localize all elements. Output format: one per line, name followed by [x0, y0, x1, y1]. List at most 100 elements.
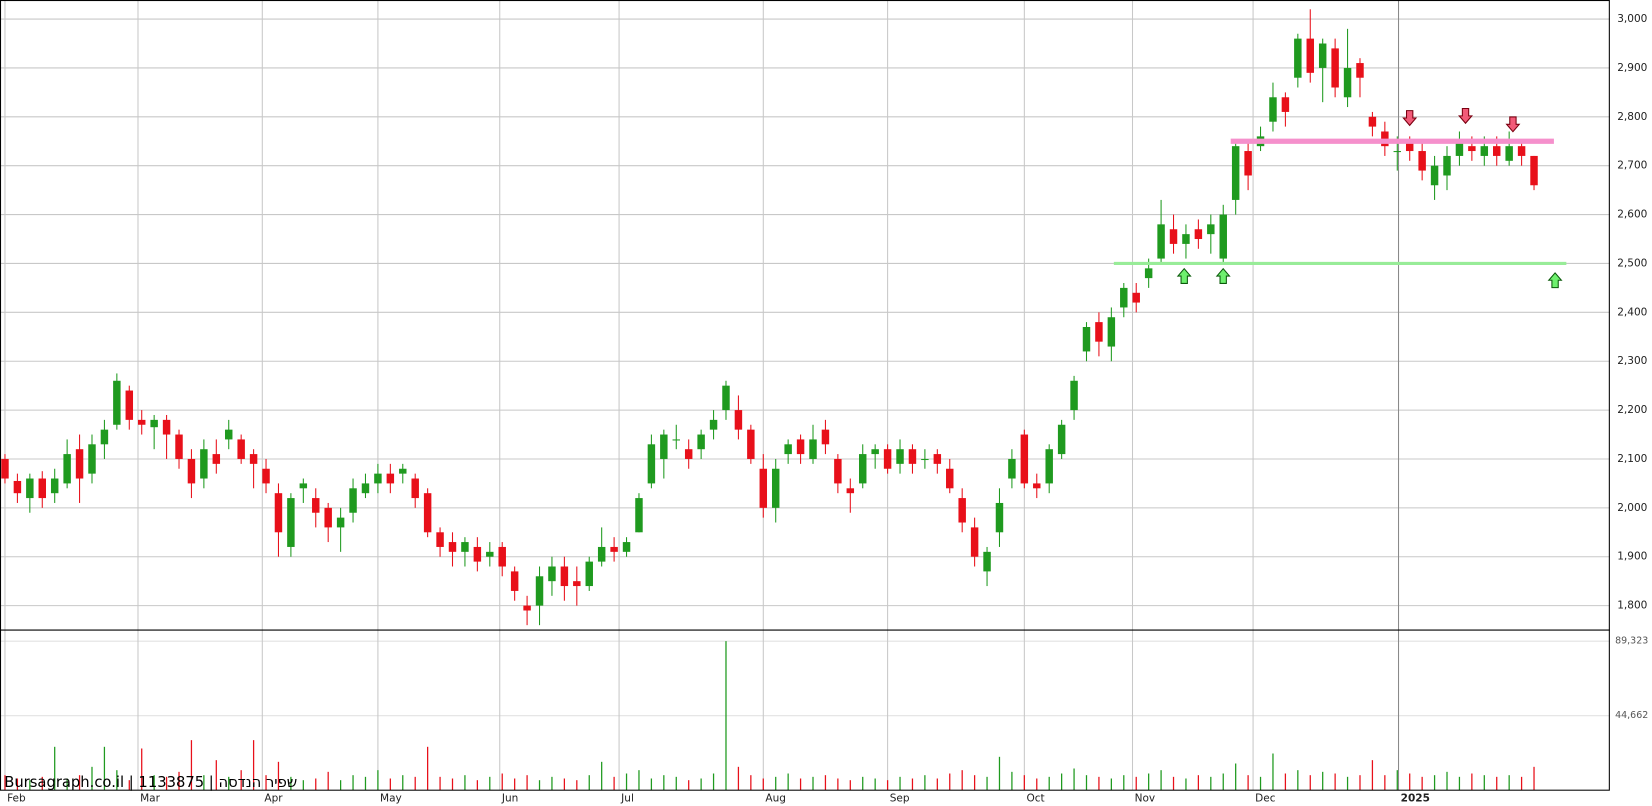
- candle-body: [610, 546, 618, 552]
- candle-body: [759, 468, 768, 508]
- candle-body: [461, 542, 469, 552]
- candle-body: [859, 454, 867, 484]
- candle-body: [1008, 458, 1016, 479]
- candle-body: [995, 502, 1004, 533]
- candle-body: [1343, 67, 1352, 98]
- candle-body: [324, 507, 332, 528]
- candle-body: [150, 419, 158, 428]
- candle-body: [1418, 151, 1426, 171]
- marks: [1, 9, 1567, 791]
- candle-body: [697, 434, 705, 450]
- grid: [0, 0, 1610, 791]
- arrows: [1176, 108, 1563, 289]
- plot-frame: [0, 0, 1610, 791]
- candle-body: [784, 444, 792, 455]
- candle-body: [262, 468, 270, 484]
- y-tick-label: 3,000: [1617, 13, 1647, 25]
- candle-body: [1281, 97, 1290, 112]
- y-tick-label: 1,800: [1617, 600, 1647, 612]
- candle-body: [983, 551, 991, 572]
- candle-body: [1070, 380, 1078, 411]
- watermark: Bursagraph.co.il | 1133875 | שפיר הנדסה: [4, 774, 297, 791]
- candle-body: [1157, 224, 1165, 259]
- candle-body: [647, 444, 656, 484]
- x-tick-label: Feb: [7, 793, 26, 805]
- candle-body: [1480, 146, 1489, 156]
- x-tick-label: Apr: [264, 793, 283, 805]
- candle-body: [1144, 268, 1153, 279]
- candle-body: [312, 498, 320, 513]
- x-tick-label: Dec: [1255, 793, 1276, 805]
- candle-body: [349, 488, 357, 513]
- candle-body: [1468, 146, 1476, 152]
- candle-body: [896, 449, 904, 464]
- y-tick-label: 2,100: [1617, 453, 1647, 465]
- candle-body: [162, 419, 171, 435]
- candle-body: [883, 449, 892, 469]
- volume-tick-label: 44,662: [1615, 710, 1648, 721]
- x-tick-label: Mar: [140, 793, 161, 805]
- candle-body: [386, 473, 395, 484]
- candle-body: [1207, 224, 1215, 235]
- candle-body: [26, 478, 34, 499]
- x-tick-label: Oct: [1026, 793, 1044, 805]
- candle-body: [1169, 229, 1178, 244]
- x-tick-label: Nov: [1135, 793, 1156, 805]
- candle-body: [137, 419, 146, 425]
- x-tick-label: Sep: [890, 793, 910, 805]
- candle-body: [1231, 146, 1240, 200]
- candle-body: [423, 493, 432, 533]
- candle-body: [1244, 151, 1252, 176]
- candle-body: [1505, 146, 1513, 161]
- candle-body: [274, 493, 283, 533]
- candle-body: [498, 546, 506, 567]
- candle-body: [361, 483, 370, 494]
- candle-body: [523, 605, 531, 611]
- candle-body: [809, 439, 817, 459]
- candle-body: [1, 458, 9, 479]
- candle-body: [50, 478, 59, 494]
- candle-body: [1405, 141, 1414, 152]
- candle-body: [597, 546, 606, 562]
- candle-body: [684, 449, 693, 459]
- candle-body: [125, 390, 134, 420]
- candle-body: [38, 478, 46, 499]
- candle-body: [237, 439, 245, 459]
- candle-body: [672, 439, 680, 441]
- candle-body: [970, 527, 979, 557]
- down-arrow: [1458, 108, 1473, 125]
- candle-body: [709, 419, 718, 430]
- y-tick-label: 2,000: [1617, 502, 1647, 514]
- candle-body: [63, 454, 71, 484]
- candle-body: [871, 449, 879, 455]
- candle-body: [834, 458, 842, 484]
- candle-body: [212, 454, 221, 464]
- candle-body: [660, 434, 668, 459]
- candle-body: [560, 566, 569, 587]
- down-arrow: [1402, 110, 1418, 127]
- up-arrow: [1215, 267, 1231, 284]
- candle-body: [175, 434, 183, 459]
- candle-body: [473, 546, 482, 562]
- candle-body: [249, 454, 258, 464]
- candle-body: [622, 542, 631, 552]
- candle-body: [1530, 155, 1538, 186]
- candle-body: [1368, 116, 1377, 127]
- candle-body: [771, 468, 780, 508]
- candle-body: [436, 532, 444, 547]
- candle-body: [100, 429, 109, 445]
- candle-body: [1493, 146, 1501, 156]
- candle-body: [336, 517, 345, 528]
- candle-body: [486, 551, 494, 557]
- y-tick-label: 2,500: [1617, 257, 1647, 269]
- y-tick-label: 2,400: [1617, 306, 1647, 318]
- candle-body: [399, 468, 407, 474]
- candle-body: [75, 449, 84, 479]
- y-tick-label: 2,200: [1617, 404, 1647, 416]
- candle-body: [1057, 424, 1066, 455]
- candle-body: [585, 561, 593, 587]
- candle-body: [747, 429, 755, 459]
- candle-body: [299, 483, 308, 489]
- candle-body: [411, 478, 419, 499]
